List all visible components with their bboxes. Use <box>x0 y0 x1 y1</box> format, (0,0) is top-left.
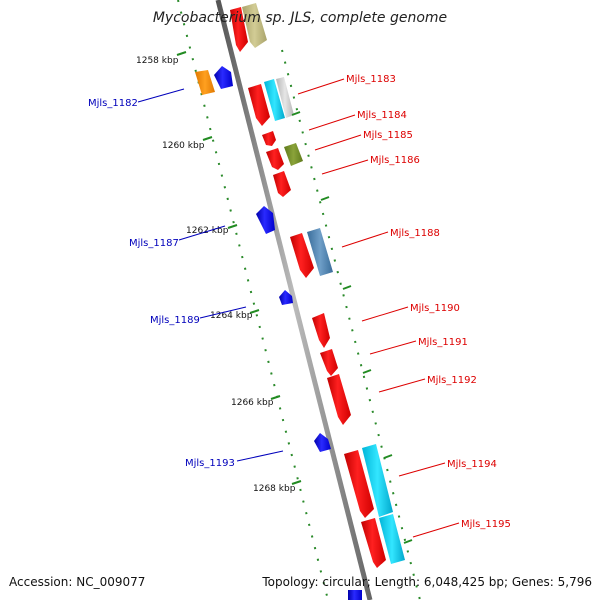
leader-line-mjls-1182 <box>137 88 185 103</box>
tick-1266: 1266 kbp <box>231 395 281 408</box>
tick-label: 1264 kbp <box>210 311 253 321</box>
tick-label: 1268 kbp <box>253 484 296 494</box>
gene-mjls-1186-red <box>273 171 291 197</box>
label-leader-lines <box>137 78 460 538</box>
leader-line-mjls-1189 <box>199 306 247 319</box>
leader-line-mjls-1188 <box>341 231 389 248</box>
leader-line-mjls-1190 <box>361 306 409 322</box>
gene-mjls-1187-blue <box>256 206 275 234</box>
leader-line-mjls-1186 <box>321 159 369 175</box>
gene-mjls-1191-red <box>320 349 338 376</box>
gene-mjls-1190-red <box>312 313 330 348</box>
gene-label-mjls-1191[interactable]: Mjls_1191 <box>418 337 468 348</box>
leader-line-mjls-1184 <box>308 114 356 131</box>
gene-label-mjls-1194[interactable]: Mjls_1194 <box>447 459 497 470</box>
genome-summary-text: Topology: circular; Length: 6,048,425 bp… <box>261 575 592 589</box>
tick-mark <box>227 224 238 229</box>
gene-label-mjls-1193[interactable]: Mjls_1193 <box>185 458 235 469</box>
gene-mjls-1183-gray <box>276 77 294 118</box>
gene-label-mjls-1187[interactable]: Mjls_1187 <box>129 238 179 249</box>
gene-mjls-1195-cyan <box>379 514 405 564</box>
gene-mjls-1183-cyan <box>264 79 285 121</box>
tick-label: 1260 kbp <box>162 141 205 151</box>
gene-arrow-top-red <box>230 7 248 52</box>
gene-mjls-1183-red <box>248 84 270 126</box>
tick-1258: 1258 kbp <box>136 51 187 66</box>
inner-tick-mark <box>291 111 301 116</box>
gene-label-mjls-1185[interactable]: Mjls_1185 <box>363 130 413 141</box>
leader-line-mjls-1183 <box>297 78 345 95</box>
gene-block-orange <box>195 70 215 95</box>
gene-arrow-top-khaki <box>242 3 267 48</box>
map-title: Mycobacterium sp. JLS, complete genome <box>153 10 447 26</box>
tick-1264: 1264 kbp <box>210 309 260 321</box>
gene-label-mjls-1184[interactable]: Mjls_1184 <box>357 110 407 121</box>
gene-label-mjls-1189[interactable]: Mjls_1189 <box>150 315 200 326</box>
tick-label: 1258 kbp <box>136 56 179 66</box>
gene-mjls-1189-blue <box>279 290 293 305</box>
gene-label-mjls-1182[interactable]: Mjls_1182 <box>88 98 138 109</box>
gene-mjls-1182-blue <box>214 66 233 89</box>
gene-labels: Mjls_1182 Mjls_1183 Mjls_1184 Mjls_1185 … <box>88 74 511 530</box>
tick-mark <box>202 136 213 141</box>
gene-label-mjls-1190[interactable]: Mjls_1190 <box>410 303 460 314</box>
gene-mjls-1193-blue <box>314 433 331 452</box>
leader-line-mjls-1193 <box>236 450 284 462</box>
gene-mjls-1185-red <box>266 148 284 170</box>
inner-tick-mark <box>383 454 393 459</box>
gene-mjls-1195-red <box>361 518 386 568</box>
gene-mjls-1185-olive <box>284 143 303 166</box>
inner-tick-mark <box>403 539 413 544</box>
gene-mjls-1194-red <box>344 450 374 518</box>
tick-1260: 1260 kbp <box>162 136 213 151</box>
gene-mjls-1188-red <box>290 233 314 278</box>
leader-line-mjls-1194 <box>398 462 446 477</box>
leader-line-mjls-1192 <box>378 378 426 393</box>
gene-mjls-1184-red <box>262 131 276 146</box>
leader-line-mjls-1191 <box>369 340 417 355</box>
gene-block-bottom-blue <box>348 590 362 600</box>
leader-line-mjls-1185 <box>314 134 362 151</box>
tick-mark <box>249 309 260 314</box>
inner-tick-mark <box>342 285 352 290</box>
genome-backbone <box>215 0 373 600</box>
inner-tick-mark <box>320 196 330 201</box>
tick-mark <box>270 395 281 400</box>
gene-mjls-1194-cyan <box>362 444 393 517</box>
gene-mjls-1188-steel <box>307 228 333 276</box>
gene-label-mjls-1186[interactable]: Mjls_1186 <box>370 155 420 166</box>
tick-label: 1266 kbp <box>231 398 274 408</box>
gene-label-mjls-1195[interactable]: Mjls_1195 <box>461 519 511 530</box>
inner-tick-mark <box>362 369 372 374</box>
gene-label-mjls-1188[interactable]: Mjls_1188 <box>390 228 440 239</box>
tick-1268: 1268 kbp <box>253 480 302 494</box>
leader-line-mjls-1195 <box>412 522 460 538</box>
gene-mjls-1192-red <box>327 374 351 425</box>
tick-mark <box>176 51 187 56</box>
gene-label-mjls-1183[interactable]: Mjls_1183 <box>346 74 396 85</box>
gene-label-mjls-1192[interactable]: Mjls_1192 <box>427 375 477 386</box>
accession-text: Accession: NC_009077 <box>9 575 145 589</box>
gene-features <box>195 3 405 600</box>
tick-mark <box>291 480 302 485</box>
leader-line-mjls-1187 <box>178 225 226 241</box>
